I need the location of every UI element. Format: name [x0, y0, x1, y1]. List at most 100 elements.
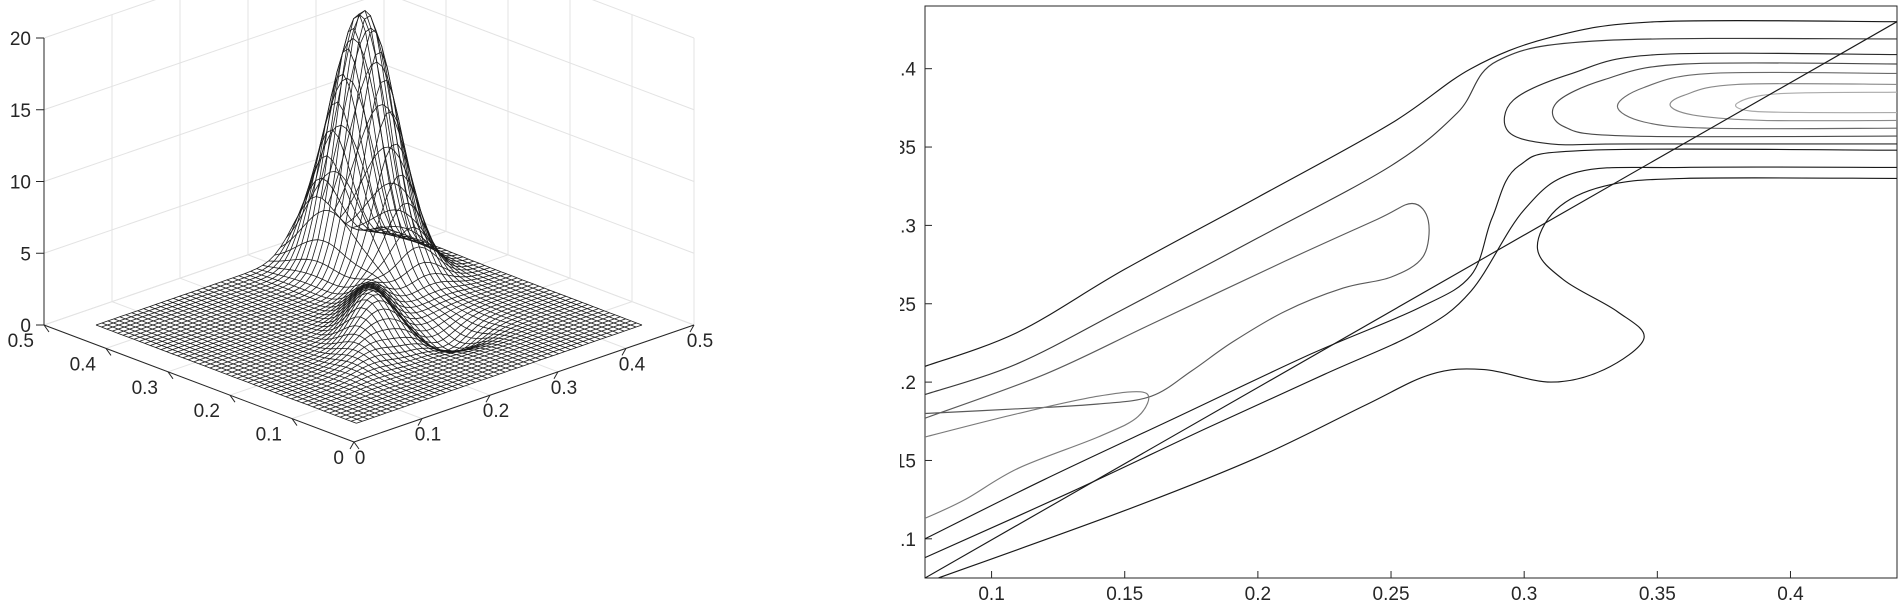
- mesh-face: [400, 272, 413, 287]
- y-tick-label: 0: [333, 448, 344, 469]
- mesh-face: [301, 240, 313, 260]
- mesh-face: [272, 268, 285, 275]
- mesh-face: [405, 192, 417, 224]
- mesh-face: [316, 178, 328, 199]
- mesh-face: [424, 262, 436, 275]
- mesh-face: [327, 269, 340, 285]
- y-tick-label: 0.4: [70, 354, 97, 375]
- mesh-face: [288, 279, 301, 286]
- x-tick-mark: [349, 441, 355, 450]
- mesh-face: [378, 300, 390, 310]
- mesh-face: [349, 316, 361, 327]
- mesh-face: [417, 287, 429, 297]
- mesh-face: [387, 294, 399, 306]
- mesh-face: [314, 343, 327, 348]
- mesh-face: [320, 343, 332, 349]
- mesh-face: [349, 278, 361, 288]
- mesh-face: [327, 161, 339, 190]
- mesh-face: [304, 285, 317, 293]
- mesh-face: [430, 273, 442, 283]
- mesh-face: [294, 271, 306, 281]
- mesh-face: [331, 342, 343, 349]
- mesh-line: [307, 306, 594, 406]
- mesh-line: [171, 111, 458, 355]
- mesh-face: [483, 322, 495, 329]
- mesh-face: [326, 331, 339, 340]
- mesh-face: [350, 300, 362, 313]
- mesh-face: [411, 337, 424, 345]
- mesh-face: [394, 288, 406, 296]
- x-tick-label: 0.2: [1245, 584, 1271, 603]
- mesh-face: [474, 346, 487, 349]
- mesh-face: [371, 277, 383, 283]
- mesh-face: [324, 309, 336, 315]
- mesh-face: [409, 322, 421, 331]
- mesh-line: [264, 289, 550, 389]
- z-tick-label: 10: [10, 173, 31, 194]
- mesh-face: [382, 339, 394, 348]
- x-tick-mark: [553, 371, 559, 380]
- mesh-face: [388, 108, 400, 159]
- mesh-face: [395, 209, 407, 229]
- mesh-face: [267, 273, 279, 279]
- mesh-face: [450, 260, 462, 264]
- diagonal-reference-line: [925, 21, 1897, 578]
- y-tick-label: 0.5: [8, 331, 34, 352]
- mesh-face: [268, 253, 280, 262]
- mesh-face: [285, 233, 297, 252]
- mesh-face: [325, 303, 337, 308]
- mesh-face: [331, 301, 343, 308]
- mesh-face: [360, 271, 373, 280]
- mesh-face: [374, 361, 386, 368]
- mesh-face: [325, 343, 338, 349]
- mesh-face: [409, 318, 421, 325]
- mesh-face: [355, 90, 367, 140]
- mesh-face: [415, 324, 427, 331]
- mesh-face: [481, 337, 494, 342]
- mesh-face: [370, 332, 383, 342]
- mesh-face: [283, 277, 295, 285]
- mesh-face: [447, 275, 460, 282]
- mesh-face: [371, 310, 384, 322]
- mesh-face: [378, 294, 391, 305]
- mesh-face: [455, 325, 467, 334]
- mesh-line: [133, 27, 420, 340]
- mesh-face: [393, 294, 406, 302]
- mesh-face: [367, 160, 379, 196]
- mesh-face: [354, 326, 366, 336]
- mesh-face: [459, 276, 472, 281]
- mesh-face: [411, 343, 423, 349]
- mesh-face: [377, 147, 390, 186]
- mesh-face: [338, 319, 350, 332]
- mesh-face: [376, 340, 388, 348]
- x-tick-mark: [417, 418, 423, 426]
- mesh-face: [342, 289, 355, 298]
- mesh-face: [317, 240, 329, 264]
- y-tick-label: 0.1: [256, 425, 282, 446]
- mesh-line: [350, 322, 637, 422]
- mesh-face: [377, 275, 389, 283]
- mesh-face: [394, 328, 406, 338]
- contour-line: [1734, 91, 1897, 114]
- mesh-face: [376, 62, 389, 109]
- y-tick-label: 0.2: [194, 401, 220, 422]
- mesh-face: [418, 262, 431, 277]
- contour-line: [1503, 52, 1897, 146]
- mesh-face: [425, 336, 438, 343]
- mesh-face: [405, 344, 417, 351]
- mesh-face: [442, 274, 454, 282]
- mesh-face: [323, 317, 335, 323]
- mesh-face: [311, 261, 323, 277]
- mesh-face: [320, 297, 333, 303]
- mesh-face: [268, 261, 280, 268]
- mesh-line: [117, 101, 404, 334]
- mesh-face: [344, 277, 356, 288]
- mesh-line: [95, 196, 382, 326]
- surface-axes: [36, 37, 695, 450]
- mesh-face: [362, 221, 375, 230]
- mesh-face: [323, 363, 335, 369]
- mesh-face: [360, 74, 372, 126]
- mesh-face: [333, 273, 345, 287]
- mesh-face: [454, 272, 466, 277]
